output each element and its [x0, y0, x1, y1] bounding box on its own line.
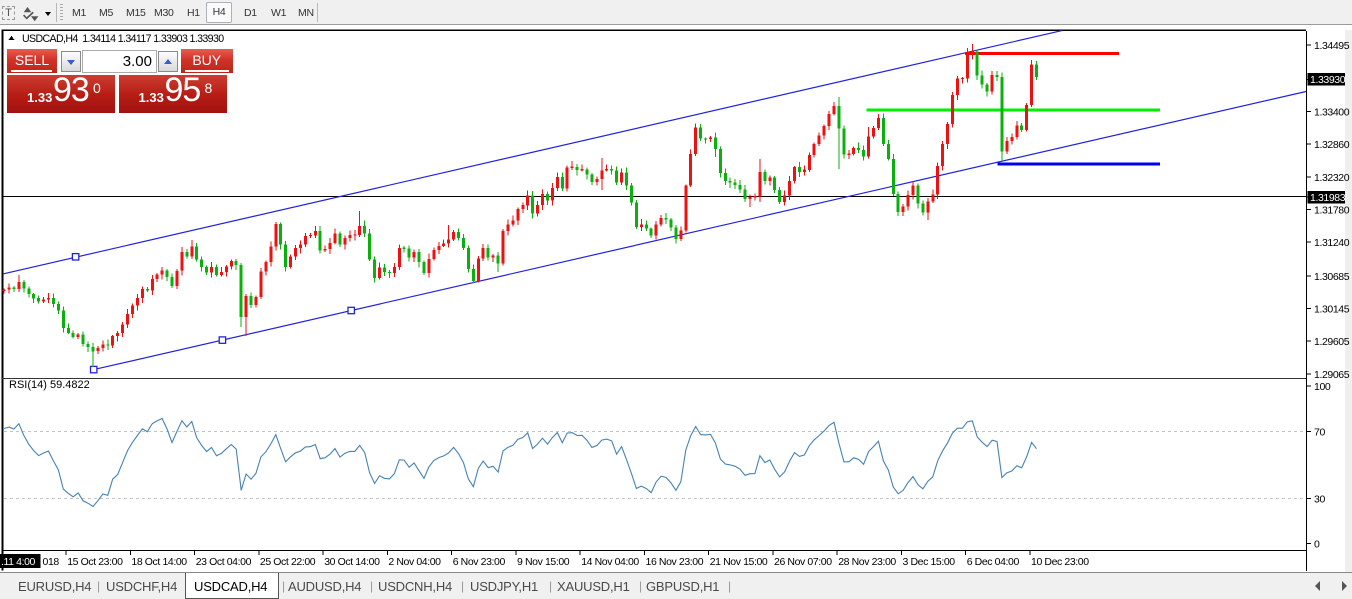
svg-text:14 Nov 04:00: 14 Nov 04:00 — [581, 556, 639, 568]
svg-text:1.31983: 1.31983 — [1310, 192, 1346, 204]
svg-text:0: 0 — [1314, 539, 1320, 551]
svg-text:70: 70 — [1314, 427, 1325, 439]
svg-text:100: 100 — [1314, 381, 1331, 393]
svg-text:1.30685: 1.30685 — [1314, 271, 1350, 283]
svg-text:1.32320: 1.32320 — [1314, 172, 1350, 184]
svg-text:USDCAD,H4 1.34114 1.34117 1.3: USDCAD,H4 1.34114 1.34117 1.33903 1.3393… — [22, 33, 224, 45]
svg-text:6 Dec 04:00: 6 Dec 04:00 — [967, 556, 1020, 568]
svg-text:1.29605: 1.29605 — [1314, 336, 1350, 348]
svg-text:6 Nov 23:00: 6 Nov 23:00 — [453, 556, 506, 568]
svg-text:1.33400: 1.33400 — [1314, 106, 1350, 118]
svg-text:1.29065: 1.29065 — [1314, 369, 1350, 381]
svg-text:1.30145: 1.30145 — [1314, 304, 1350, 316]
svg-text:.11 4:00: .11 4:00 — [1, 556, 36, 568]
svg-text:18 Oct 14:00: 18 Oct 14:00 — [131, 556, 187, 568]
svg-text:1.34495: 1.34495 — [1314, 40, 1350, 52]
svg-text:2 Nov 04:00: 2 Nov 04:00 — [388, 556, 441, 568]
svg-text:30 Oct 14:00: 30 Oct 14:00 — [324, 556, 380, 568]
svg-text:10 Dec 23:00: 10 Dec 23:00 — [1031, 556, 1089, 568]
svg-text:26 Nov 07:00: 26 Nov 07:00 — [774, 556, 832, 568]
svg-text:30: 30 — [1314, 494, 1325, 506]
svg-text:1.33930: 1.33930 — [1310, 74, 1346, 86]
svg-text:15 Oct 23:00: 15 Oct 23:00 — [67, 556, 123, 568]
svg-text:25 Oct 22:00: 25 Oct 22:00 — [260, 556, 316, 568]
svg-text:1.31780: 1.31780 — [1314, 205, 1350, 217]
svg-text:3 Dec 15:00: 3 Dec 15:00 — [903, 556, 956, 568]
svg-text:018: 018 — [43, 556, 60, 568]
svg-text:23 Oct 04:00: 23 Oct 04:00 — [196, 556, 252, 568]
svg-text:1.32860: 1.32860 — [1314, 139, 1350, 151]
svg-text:28 Nov 23:00: 28 Nov 23:00 — [838, 556, 896, 568]
svg-text:1.31240: 1.31240 — [1314, 237, 1350, 249]
svg-text:21 Nov 15:00: 21 Nov 15:00 — [710, 556, 768, 568]
svg-text:16 Nov 23:00: 16 Nov 23:00 — [646, 556, 704, 568]
svg-text:9 Nov 15:00: 9 Nov 15:00 — [517, 556, 570, 568]
svg-text:RSI(14) 59.4822: RSI(14) 59.4822 — [9, 379, 90, 391]
